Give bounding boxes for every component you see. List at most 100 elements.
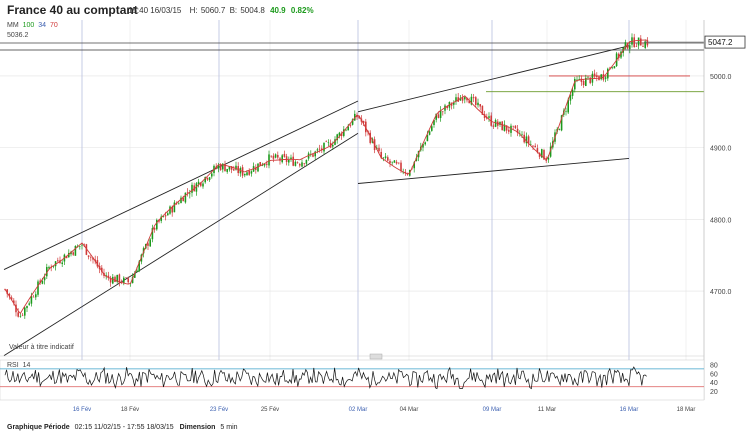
- candle-body: [501, 121, 503, 131]
- footer: Graphique Période 02:15 11/02/15 - 17:55…: [7, 424, 238, 431]
- header-info: 15:40 16/03/15 H: 5060.7 B: 5004.8 40.9 …: [128, 6, 314, 15]
- candle-body: [101, 267, 103, 272]
- footer-dimension: 5 min: [220, 424, 237, 431]
- candle-body: [292, 156, 294, 166]
- candle-body: [503, 124, 506, 131]
- candle-body: [266, 163, 268, 165]
- candle-body: [270, 155, 272, 157]
- candle-body: [277, 154, 279, 158]
- rsi-legend: RSI 14: [7, 362, 31, 369]
- candle-body: [428, 131, 431, 135]
- candle-body: [125, 277, 127, 279]
- candle-body: [593, 73, 596, 77]
- candle-body: [644, 41, 646, 48]
- candle-body: [79, 246, 81, 247]
- candle-body: [167, 213, 169, 216]
- candle-body: [609, 67, 611, 69]
- y-tick-label: 5000.0: [710, 74, 732, 81]
- candle-body: [195, 183, 198, 192]
- candle-body: [318, 148, 321, 150]
- candle-body: [521, 134, 523, 136]
- rsi-tick-label: 20: [710, 389, 718, 396]
- candle-body: [571, 89, 574, 96]
- candle-body: [156, 219, 158, 230]
- candle-body: [378, 147, 380, 152]
- candle-body: [19, 316, 22, 317]
- candle-body: [81, 244, 83, 246]
- candle-body: [611, 67, 613, 69]
- candle-body: [393, 160, 396, 163]
- candle-body: [338, 132, 341, 136]
- candle-body: [415, 157, 418, 161]
- candle-body: [178, 203, 180, 205]
- candle-body: [288, 160, 290, 163]
- candle-body: [481, 105, 484, 115]
- candle-body: [541, 149, 543, 158]
- candle-body: [488, 116, 490, 118]
- candle-body: [197, 181, 200, 185]
- candle-body: [263, 163, 266, 166]
- candle-body: [136, 270, 138, 273]
- candle-body: [400, 162, 402, 171]
- candle-body: [54, 261, 57, 267]
- candle-body: [41, 281, 44, 284]
- candle-body: [479, 104, 481, 107]
- trendline: [357, 157, 630, 184]
- candle-body: [435, 113, 437, 120]
- candle-body: [307, 153, 310, 159]
- x-tick-label: 18 Fév: [121, 407, 139, 413]
- candle-body: [171, 206, 173, 213]
- x-tick-label: 16 Mar: [620, 407, 639, 413]
- candle-body: [604, 77, 607, 79]
- candle-body: [345, 129, 347, 131]
- candle-body: [202, 183, 204, 187]
- candle-body: [244, 173, 246, 176]
- candle-body: [558, 129, 561, 131]
- candle-body: [516, 128, 519, 134]
- candle-body: [105, 275, 107, 277]
- candle-body: [184, 192, 187, 203]
- candle-body: [68, 252, 70, 258]
- mm-legend: MM 100 34 70: [7, 22, 58, 29]
- candle-body: [206, 177, 209, 180]
- change-pct: 0.82%: [291, 6, 314, 15]
- candle-body: [395, 161, 398, 164]
- footer-dimension-label: Dimension: [180, 424, 216, 431]
- candle-body: [116, 274, 118, 282]
- candle-body: [406, 174, 409, 175]
- rsi-label: RSI: [7, 362, 19, 369]
- candle-body: [362, 121, 365, 123]
- candle-body: [160, 216, 162, 221]
- last-price-box: [704, 35, 746, 49]
- candle-body: [567, 99, 569, 113]
- candle-body: [112, 276, 114, 284]
- candle-body: [164, 215, 167, 217]
- candle-body: [274, 154, 277, 158]
- candle-body: [272, 155, 275, 159]
- candle-body: [182, 197, 184, 202]
- candle-body: [305, 159, 308, 164]
- candle-body: [642, 46, 644, 47]
- main-plot[interactable]: 4700.0 4800.0 4900.0 5000.0 5047.2: [0, 20, 746, 400]
- candle-body: [50, 267, 52, 269]
- candle-body: [65, 255, 68, 259]
- candle-body: [646, 40, 649, 46]
- candle-body: [92, 257, 94, 260]
- splitter-handle[interactable]: [369, 353, 383, 360]
- candle-body: [255, 167, 257, 170]
- candle-body: [321, 148, 323, 150]
- rsi-plot[interactable]: 20 40 60 80: [0, 359, 718, 401]
- trendline: [3, 132, 359, 356]
- candle-body: [336, 134, 338, 141]
- candle-body: [547, 157, 550, 160]
- indicative-note: Valeur à titre indicatif: [9, 344, 74, 351]
- trendline: [3, 100, 359, 270]
- candle-body: [250, 171, 253, 174]
- x-tick-label: 25 Fév: [261, 407, 279, 413]
- candle-body: [191, 184, 193, 193]
- candle-body: [369, 132, 371, 143]
- candle-body: [620, 51, 622, 58]
- candle-body: [635, 46, 638, 47]
- candle-body: [169, 206, 171, 214]
